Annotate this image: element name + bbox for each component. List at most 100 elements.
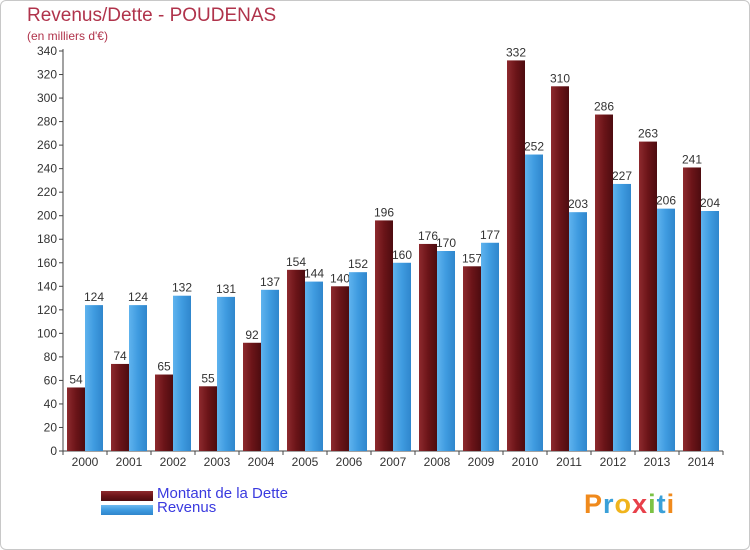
bar-dette: [199, 386, 217, 451]
y-tick-label: 180: [37, 232, 57, 246]
x-tick-label: 2007: [380, 455, 407, 469]
y-tick-label: 340: [37, 44, 57, 58]
data-label-dette: 55: [201, 371, 215, 385]
legend-label-dette: Montant de la Dette: [157, 485, 288, 502]
x-tick-label: 2000: [72, 455, 99, 469]
bar-revenus: [85, 305, 103, 451]
data-label-revenus: 132: [172, 281, 192, 295]
y-tick-label: 80: [44, 350, 58, 364]
bar-revenus: [217, 296, 235, 451]
x-tick-label: 2009: [468, 455, 495, 469]
bar-revenus: [701, 211, 719, 451]
data-label-revenus: 177: [480, 228, 500, 242]
y-tick-label: 280: [37, 115, 57, 129]
y-tick-label: 140: [37, 279, 57, 293]
bar-revenus: [569, 212, 587, 451]
y-tick-label: 0: [50, 444, 57, 458]
data-label-revenus: 252: [524, 140, 544, 154]
x-tick-label: 2005: [292, 455, 319, 469]
data-label-revenus: 152: [348, 257, 368, 271]
y-tick-label: 220: [37, 185, 57, 199]
data-label-dette: 157: [462, 251, 482, 265]
y-tick-label: 120: [37, 303, 57, 317]
y-tick-label: 60: [44, 373, 58, 387]
data-label-dette: 74: [113, 349, 127, 363]
bar-revenus: [525, 154, 543, 451]
data-label-dette: 92: [245, 328, 259, 342]
data-label-revenus: 203: [568, 197, 588, 211]
bar-revenus: [305, 281, 323, 451]
data-label-revenus: 124: [84, 290, 104, 304]
data-label-revenus: 124: [128, 290, 148, 304]
bar-dette: [287, 269, 305, 451]
x-tick-label: 2013: [644, 455, 671, 469]
bar-dette: [463, 266, 481, 451]
x-tick-label: 2006: [336, 455, 363, 469]
x-tick-label: 2014: [688, 455, 715, 469]
bar-dette: [507, 60, 525, 451]
y-tick-label: 240: [37, 162, 57, 176]
bar-revenus: [349, 272, 367, 451]
logo-letter: t: [656, 489, 667, 519]
data-label-dette: 310: [550, 71, 570, 85]
x-tick-label: 2003: [204, 455, 231, 469]
bar-dette: [331, 286, 349, 451]
x-tick-label: 2004: [248, 455, 275, 469]
bar-dette: [683, 167, 701, 451]
data-label-dette: 286: [594, 100, 614, 114]
y-tick-label: 260: [37, 138, 57, 152]
bar-dette: [67, 387, 85, 451]
data-label-dette: 241: [682, 152, 702, 166]
proxiti-logo: Proxiti: [584, 489, 675, 520]
data-label-revenus: 170: [436, 236, 456, 250]
bar-dette: [551, 86, 569, 451]
data-label-dette: 54: [69, 372, 83, 386]
data-label-revenus: 131: [216, 282, 236, 296]
data-label-dette: 176: [418, 229, 438, 243]
data-label-revenus: 144: [304, 267, 324, 281]
bar-revenus: [481, 242, 499, 451]
bar-revenus: [393, 262, 411, 451]
x-tick-label: 2002: [160, 455, 187, 469]
logo-letter: o: [614, 489, 633, 519]
y-tick-label: 20: [44, 420, 58, 434]
data-label-dette: 154: [286, 255, 306, 269]
y-tick-label: 40: [44, 397, 58, 411]
x-tick-label: 2010: [512, 455, 539, 469]
data-label-dette: 332: [506, 45, 526, 59]
data-label-revenus: 206: [656, 194, 676, 208]
bar-dette: [419, 243, 437, 451]
bar-dette: [111, 363, 129, 451]
data-label-revenus: 160: [392, 248, 412, 262]
y-tick-label: 320: [37, 68, 57, 82]
bar-dette: [375, 220, 393, 451]
legend-swatch-revenus: [101, 505, 153, 515]
bar-dette: [155, 374, 173, 451]
bar-revenus: [613, 183, 631, 452]
bar-revenus: [173, 295, 191, 451]
bar-dette: [639, 141, 657, 451]
y-tick-label: 300: [37, 91, 57, 105]
bar-dette: [243, 342, 261, 451]
legend-swatch-dette: [101, 491, 153, 501]
data-label-revenus: 204: [700, 196, 720, 210]
data-label-dette: 65: [157, 360, 171, 374]
x-tick-label: 2008: [424, 455, 451, 469]
data-label-revenus: 227: [612, 169, 632, 183]
x-tick-label: 2001: [116, 455, 143, 469]
logo-letter: i: [648, 489, 657, 519]
bar-revenus: [129, 305, 147, 451]
logo-letter: r: [603, 489, 615, 519]
logo-letter: x: [632, 489, 649, 519]
data-label-dette: 196: [374, 205, 394, 219]
x-tick-label: 2012: [600, 455, 627, 469]
data-label-dette: 263: [638, 127, 658, 141]
logo-letter: P: [584, 489, 604, 519]
logo-letter: i: [666, 489, 676, 519]
chart-subtitle: (en milliers d'€): [27, 29, 108, 43]
bar-revenus: [657, 208, 675, 451]
legend-label-revenus: Revenus: [157, 499, 217, 516]
bar-revenus: [437, 251, 455, 451]
